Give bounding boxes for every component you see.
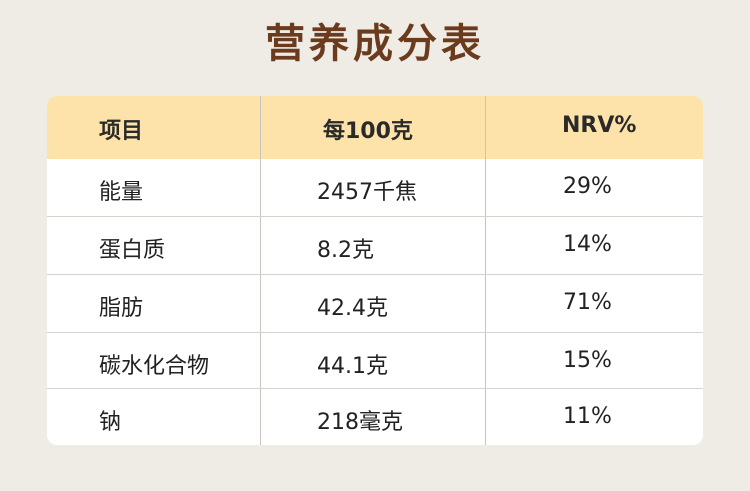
row-item: 能量 xyxy=(99,180,144,205)
table-row: 钠 218毫克 11% xyxy=(47,389,703,445)
table-row: 脂肪 42.4克 71% xyxy=(47,275,703,332)
row-item: 蛋白质 xyxy=(99,238,166,263)
row-nrv: 71% xyxy=(563,290,612,315)
row-value: 8.2克 xyxy=(317,238,374,263)
nutrition-table: 项目 每100克 NRV% 能量 2457千焦 29% 蛋白质 8.2克 14%… xyxy=(47,96,703,445)
row-nrv: 14% xyxy=(563,232,612,257)
row-divider xyxy=(47,388,703,389)
row-value: 218毫克 xyxy=(317,410,403,435)
table-row: 能量 2457千焦 29% xyxy=(47,159,703,216)
row-divider xyxy=(47,332,703,333)
row-value: 2457千焦 xyxy=(317,180,417,205)
row-item: 碳水化合物 xyxy=(99,354,210,379)
header-per-100g: 每100克 xyxy=(323,119,413,144)
row-nrv: 29% xyxy=(563,174,612,199)
row-item: 脂肪 xyxy=(99,296,144,321)
row-divider xyxy=(47,274,703,275)
header-item: 项目 xyxy=(99,119,144,144)
row-value: 42.4克 xyxy=(317,296,388,321)
row-item: 钠 xyxy=(99,410,122,435)
header-nrv: NRV% xyxy=(562,113,637,138)
row-value: 44.1克 xyxy=(317,354,388,379)
table-row: 碳水化合物 44.1克 15% xyxy=(47,333,703,390)
column-divider xyxy=(260,96,261,445)
column-divider xyxy=(485,96,486,445)
table-header: 项目 每100克 NRV% xyxy=(47,96,703,159)
row-divider xyxy=(47,216,703,217)
row-nrv: 15% xyxy=(563,348,612,373)
table-row: 蛋白质 8.2克 14% xyxy=(47,217,703,274)
page-title: 营养成分表 xyxy=(265,21,485,67)
row-nrv: 11% xyxy=(563,404,612,429)
